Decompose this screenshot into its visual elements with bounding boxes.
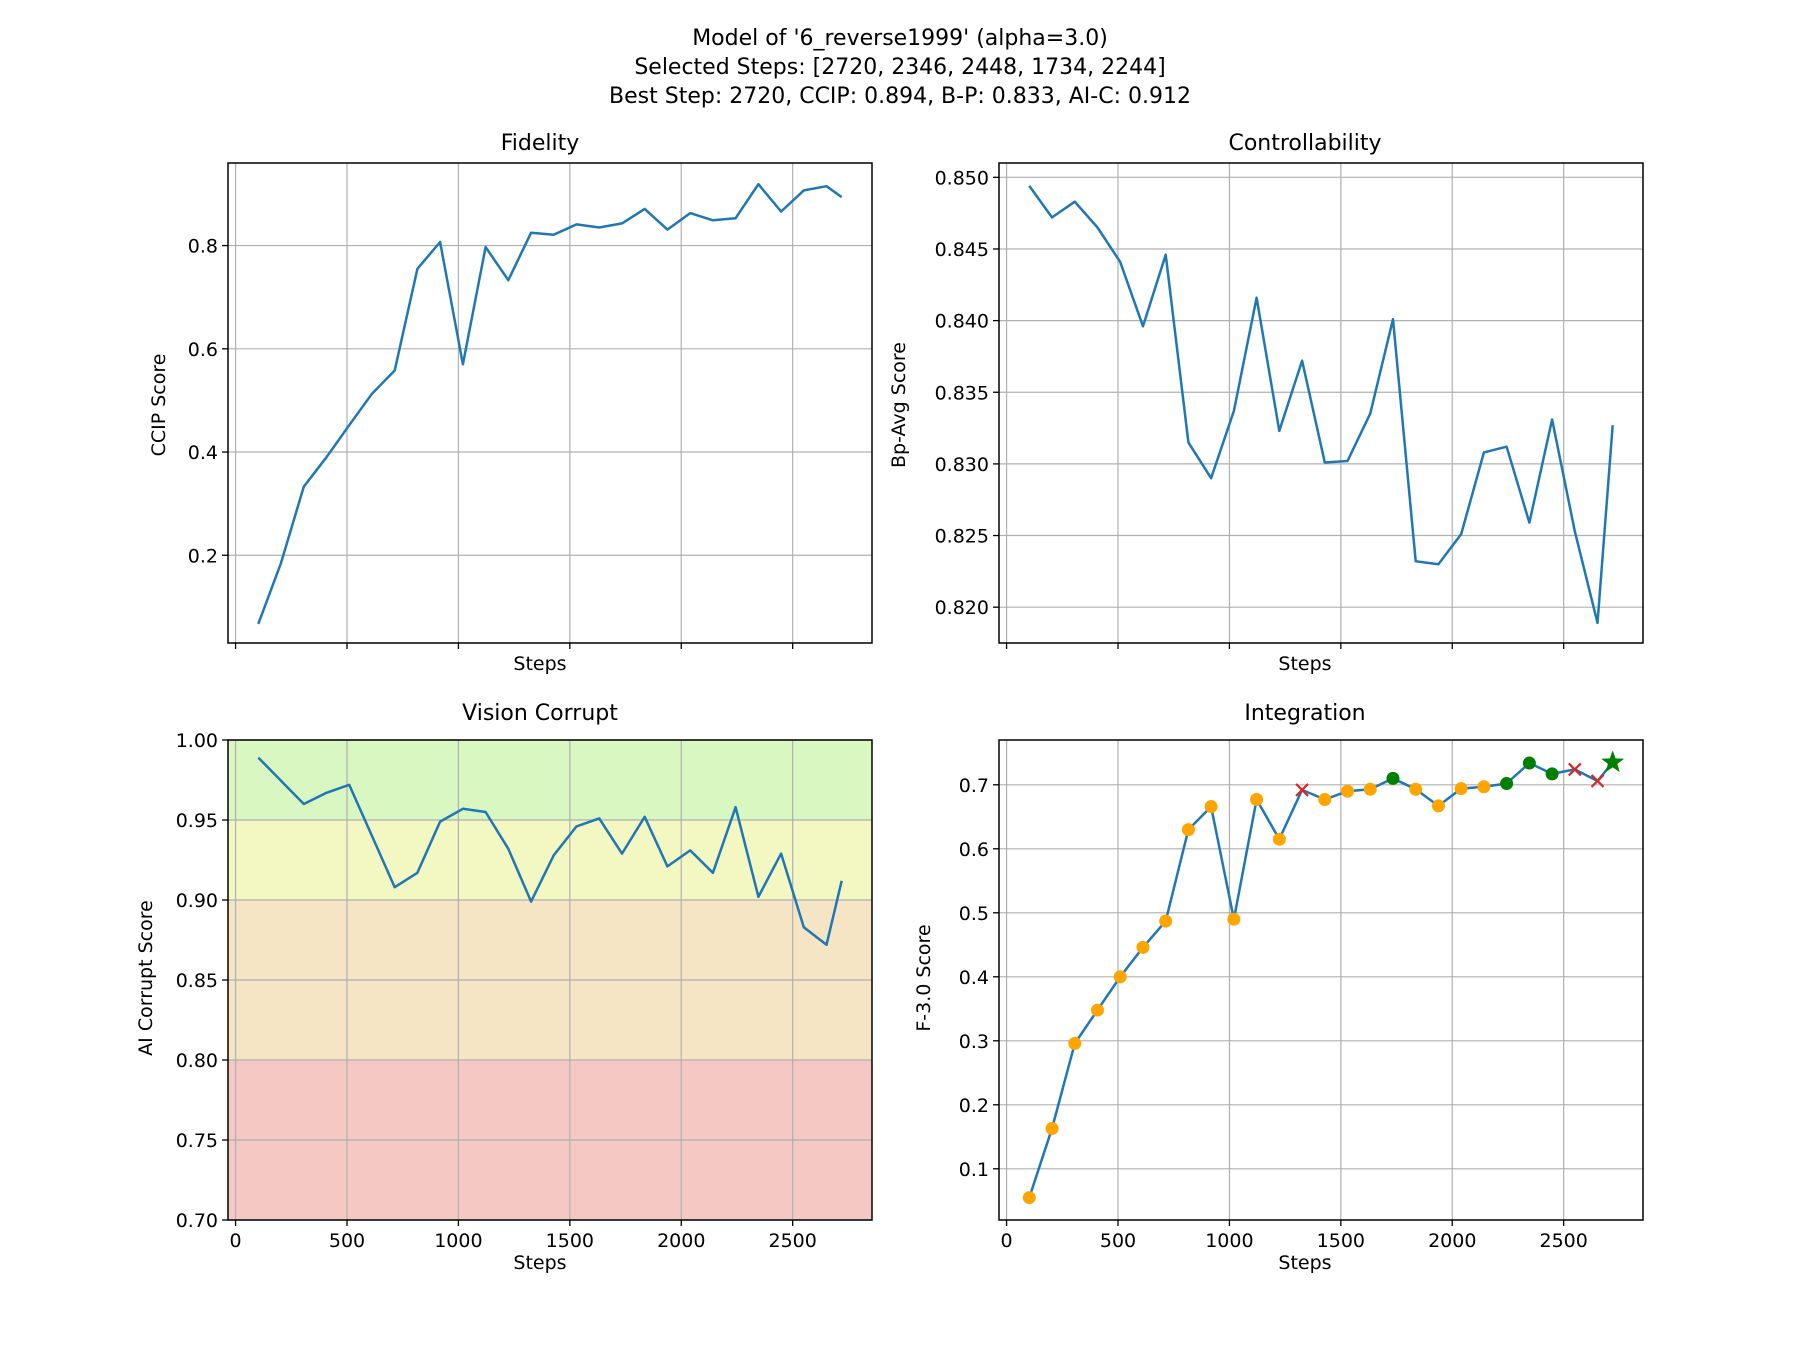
fidelity-ytick-label-0: 0.2: [188, 545, 218, 567]
integration-point-excluded-stroke: [1295, 783, 1309, 797]
controllability-panel: Controllability Steps Bp-Avg Score 0.820…: [888, 131, 1644, 675]
integration-point-excluded: [1590, 774, 1605, 788]
integration-ytick-label-1: 0.2: [959, 1095, 989, 1117]
fidelity-series-line: [257, 182, 843, 625]
vision-corrupt-series-line: [257, 756, 843, 947]
integration-point-selected: [1522, 756, 1536, 770]
integration-point-excluded-stroke: [1568, 762, 1582, 777]
vision-corrupt-xtick-label-1: 500: [329, 1230, 365, 1252]
vision-corrupt-ytick-label-4: 0.90: [176, 890, 218, 912]
integration-point-normal: [1318, 793, 1332, 807]
controllability-series-line: [1028, 185, 1614, 625]
controllability-ytick-label-1: 0.825: [935, 526, 989, 548]
vision-corrupt-ytick-label-2: 0.80: [176, 1050, 218, 1072]
vision-corrupt-xtick-label-0: 0: [230, 1230, 242, 1252]
controllability-frame: [998, 162, 1644, 644]
integration-xtick-label-0: 0: [1001, 1230, 1013, 1252]
integration-point-normal: [1022, 1191, 1036, 1205]
vision-corrupt-ylabel: AI Corrupt Score: [135, 900, 157, 1056]
vision-corrupt-xtick-label-2: 1000: [434, 1230, 482, 1252]
integration-xtick-label-3: 1500: [1317, 1230, 1365, 1252]
fidelity-ytick-label-1: 0.4: [188, 442, 218, 464]
integration-point-normal: [1363, 782, 1377, 796]
vision-corrupt-xtick-label-5: 2500: [768, 1230, 816, 1252]
integration-ytick-label-4: 0.5: [959, 903, 989, 925]
vision-corrupt-band-0: [228, 740, 872, 820]
vision-corrupt-band-1: [228, 820, 872, 900]
integration-point-normal: [1250, 793, 1264, 807]
integration-point-normal: [1341, 784, 1355, 798]
fidelity-title: Fidelity: [501, 131, 580, 156]
integration-ytick-label-3: 0.4: [959, 967, 989, 989]
integration-point-normal: [1409, 782, 1423, 796]
fidelity-xlabel: Steps: [513, 653, 566, 675]
fidelity-ytick-label-3: 0.8: [188, 236, 218, 258]
integration-point-normal: [1272, 832, 1286, 846]
vision-corrupt-ytick-label-5: 0.95: [176, 810, 218, 832]
vision-corrupt-ytick-label-1: 0.75: [176, 1130, 218, 1152]
integration-ytick-label-2: 0.3: [959, 1031, 989, 1053]
integration-point-normal: [1454, 782, 1468, 796]
integration-xtick-label-1: 500: [1100, 1230, 1136, 1252]
controllability-ytick-label-4: 0.840: [935, 311, 989, 333]
controllability-ytick-label-0: 0.820: [935, 597, 989, 619]
integration-point-normal: [1159, 914, 1173, 928]
vision-corrupt-xtick-label-4: 2000: [657, 1230, 705, 1252]
integration-title: Integration: [1244, 701, 1365, 726]
integration-point-selected: [1545, 767, 1559, 781]
fidelity-ytick-label-2: 0.6: [188, 339, 218, 361]
integration-point-selected: [1500, 777, 1514, 791]
integration-point-normal: [1204, 800, 1218, 814]
integration-point-normal: [1090, 1003, 1104, 1017]
figure-title-line-1: Model of '6_reverse1999' (alpha=3.0): [692, 26, 1108, 51]
integration-point-normal: [1045, 1121, 1059, 1135]
integration-ylabel: F-3.0 Score: [913, 924, 935, 1031]
integration-point-excluded-stroke: [1590, 774, 1605, 788]
fidelity-panel: Fidelity Steps CCIP Score 0.2 0.4 0.6 0.8: [148, 131, 873, 675]
integration-point-excluded: [1295, 783, 1309, 797]
vision-corrupt-panel: Vision Corrupt Steps AI Corrupt Score 0 5…: [135, 701, 873, 1274]
integration-frame: [998, 739, 1644, 1221]
controllability-ytick-label-6: 0.850: [935, 167, 989, 189]
integration-point-normal: [1113, 970, 1127, 984]
vision-corrupt-xtick-label-3: 1500: [546, 1230, 594, 1252]
controllability-title: Controllability: [1228, 131, 1381, 156]
figure-title: Model of '6_reverse1999' (alpha=3.0) Sel…: [609, 26, 1191, 109]
fidelity-frame: [227, 162, 873, 644]
integration-point-normal: [1227, 912, 1241, 926]
fidelity-ylabel: CCIP Score: [148, 354, 170, 457]
integration-xlabel: Steps: [1278, 1252, 1331, 1274]
vision-corrupt-ytick-label-6: 1.00: [176, 730, 218, 752]
integration-xtick-label-2: 1000: [1205, 1230, 1253, 1252]
integration-ytick-label-6: 0.7: [959, 775, 989, 797]
controllability-xlabel: Steps: [1278, 653, 1331, 675]
controllability-ytick-label-2: 0.830: [935, 454, 989, 476]
controllability-ytick-label-3: 0.835: [935, 382, 989, 404]
integration-point-normal: [1136, 940, 1150, 954]
vision-corrupt-ytick-label-0: 0.70: [176, 1210, 218, 1232]
integration-ytick-label-0: 0.1: [959, 1159, 989, 1181]
vision-corrupt-xlabel: Steps: [513, 1252, 566, 1274]
integration-ytick-label-5: 0.6: [959, 839, 989, 861]
integration-xtick-label-4: 2000: [1428, 1230, 1476, 1252]
controllability-ylabel: Bp-Avg Score: [888, 342, 910, 468]
integration-point-normal: [1181, 823, 1195, 837]
integration-point-excluded: [1568, 762, 1582, 777]
integration-point-normal: [1068, 1036, 1082, 1050]
vision-corrupt-ytick-label-3: 0.85: [176, 970, 218, 992]
integration-point-normal: [1431, 799, 1445, 813]
vision-corrupt-title: Vision Corrupt: [462, 701, 618, 726]
figure-title-line-3: Best Step: 2720, CCIP: 0.894, B-P: 0.833…: [609, 84, 1191, 109]
integration-panel: Integration Steps F-3.0 Score 0 500 1000 15…: [913, 701, 1644, 1274]
integration-point-best: [1601, 750, 1625, 773]
integration-xtick-label-5: 2500: [1539, 1230, 1587, 1252]
controllability-ytick-label-5: 0.845: [935, 239, 989, 261]
integration-point-normal: [1477, 780, 1491, 794]
figure-title-line-2: Selected Steps: [2720, 2346, 2448, 1734,…: [634, 55, 1165, 80]
integration-point-selected: [1386, 771, 1400, 785]
